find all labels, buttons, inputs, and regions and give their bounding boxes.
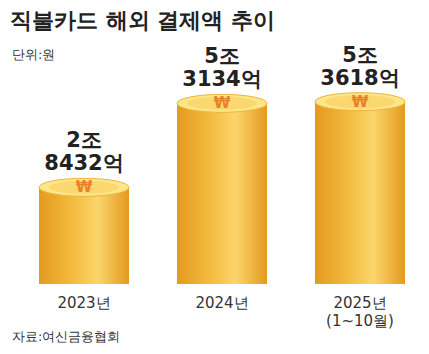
svg-text:2025년(1~10월): 2025년(1~10월) (326, 294, 394, 330)
svg-text:2조8432억: 2조8432억 (44, 128, 123, 175)
html-text:직불카드 해외 결제액 추이: 직불카드 해외 결제액 추이 (10, 8, 275, 33)
svg-text:₩: ₩ (76, 178, 93, 196)
html-text:자료:여신금융협회: 자료:여신금융협회 (12, 329, 121, 344)
svg-text:₩: ₩ (214, 94, 231, 112)
html-text:단위:원: 단위:원 (12, 47, 56, 62)
svg-text:2023년: 2023년 (57, 294, 110, 312)
svg-text:5조3134억: 5조3134억 (182, 44, 261, 91)
svg-text:₩: ₩ (352, 93, 369, 111)
svg-text:5조3618억: 5조3618억 (320, 43, 399, 90)
svg-text:2024년: 2024년 (195, 294, 248, 312)
